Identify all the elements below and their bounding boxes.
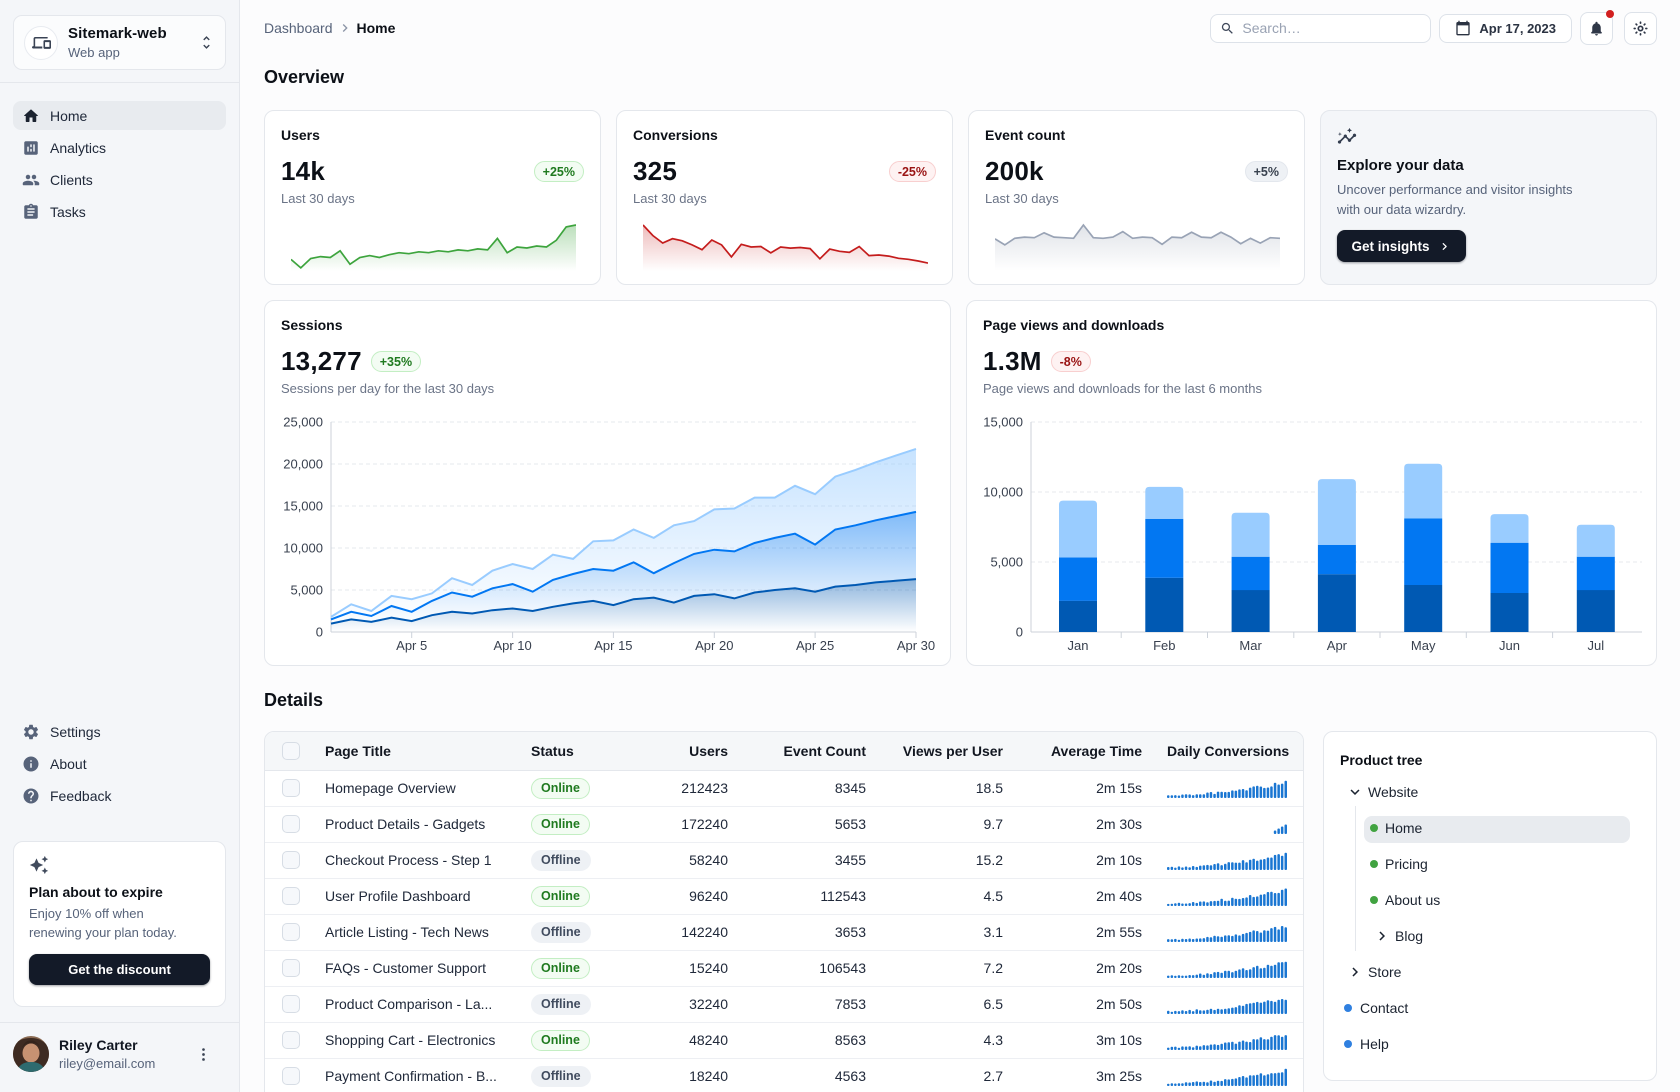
svg-text:0: 0 [316,625,323,640]
svg-text:Jul: Jul [1587,638,1604,653]
svg-text:20,000: 20,000 [283,457,323,472]
svg-text:Apr 15: Apr 15 [594,638,632,653]
svg-text:25,000: 25,000 [283,415,323,430]
svg-text:15,000: 15,000 [983,415,1023,430]
svg-text:Apr 30: Apr 30 [897,638,935,653]
svg-text:May: May [1411,638,1436,653]
svg-text:Apr: Apr [1327,638,1348,653]
svg-text:Apr 20: Apr 20 [695,638,733,653]
svg-text:0: 0 [1016,625,1023,640]
svg-text:Jan: Jan [1068,638,1089,653]
svg-text:Apr 10: Apr 10 [493,638,531,653]
svg-text:5,000: 5,000 [990,555,1023,570]
svg-text:15,000: 15,000 [283,499,323,514]
svg-text:Mar: Mar [1239,638,1262,653]
svg-text:Feb: Feb [1153,638,1175,653]
svg-text:Apr 25: Apr 25 [796,638,834,653]
svg-text:10,000: 10,000 [283,541,323,556]
svg-text:5,000: 5,000 [290,583,323,598]
svg-text:10,000: 10,000 [983,485,1023,500]
svg-text:Apr 5: Apr 5 [396,638,427,653]
svg-text:Jun: Jun [1499,638,1520,653]
